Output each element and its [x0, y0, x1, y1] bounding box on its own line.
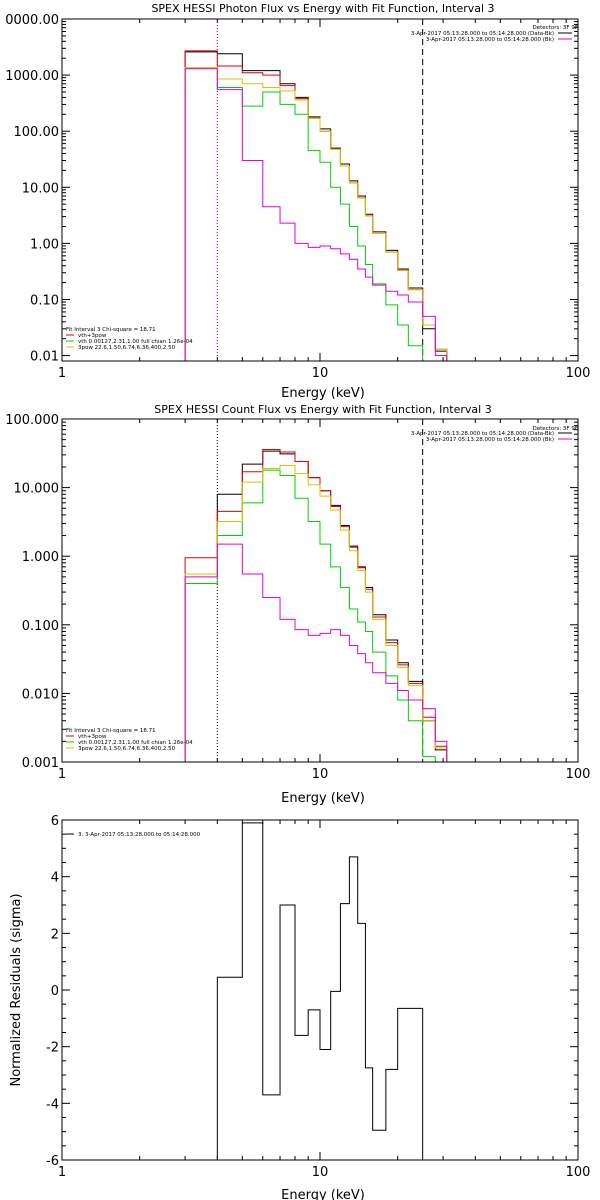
residuals-series-residuals: [216, 822, 424, 1160]
residuals-x-tick-label-1: 1: [58, 1165, 66, 1180]
residuals-y-tick-label-2: -2: [46, 1041, 59, 1056]
count-flux-x-tick-label-1: 1: [58, 767, 66, 782]
residuals-y-tick-label-0: 0: [51, 984, 59, 999]
photon-flux-series-data-bk: [184, 51, 448, 361]
count-flux-series-bk: [184, 543, 448, 762]
residuals-ticks: 1 10 100 -6 -4 -2 0 2 4 6: [46, 814, 590, 1180]
count-flux-series-vth-3pow: [184, 448, 448, 762]
photon-flux-y-tick-label-1000-00: 1000.00: [5, 69, 59, 84]
count-flux-y-tick-label-0-010: 0.010: [22, 687, 59, 702]
photon-flux-legend-entry-1: vth 0.00127,2.31,1.00 full chian 1.26e-0…: [78, 339, 193, 345]
count-flux-y-tick-label-100-000: 100.000: [5, 413, 59, 428]
photon-flux-y-tick-label-0-10: 0.10: [30, 293, 59, 308]
count-flux-x-tick-label-10: 10: [312, 767, 329, 782]
photon-flux-series-vth-3pow: [184, 50, 448, 361]
count-flux-legend-header: Fit Interval 3 Chi-square = 18.71: [66, 728, 156, 734]
photon-flux-y-tick-label-0000-00: 0000.00: [5, 13, 59, 28]
photon-flux-x-tick-label-100: 100: [566, 366, 591, 381]
residuals-legend: 3. 3-Apr-2017 05:13:28.000 to 05:14:28.0…: [66, 832, 201, 838]
count-flux-title: SPEX HESSI Count Flux vs Energy with Fit…: [154, 403, 491, 416]
photon-flux-y-tick-label-100-00: 100.00: [14, 125, 60, 140]
residuals-plot-area: [216, 822, 424, 1160]
count-flux-legend-entry-0: vth+3pow: [78, 734, 107, 740]
count-flux-header-line-1: 3-Apr-2017 05:13:28.000 to 05:14:28.000 …: [426, 437, 554, 443]
count-flux-y-tick-label-1-000: 1.000: [22, 550, 59, 565]
residuals-y-tick-label-4: 4: [51, 871, 59, 886]
photon-flux-y-tick-label-1-00: 1.00: [30, 237, 59, 252]
count-flux-series-data-bk: [184, 450, 448, 762]
photon-flux-legend-entry-0: vth+3pow: [78, 333, 107, 339]
count-flux-detectors: Detectors: 3F 9F: [532, 426, 578, 432]
count-flux-legend-entry-1: vth 0.00127,2.31,1.00 full chian 1.26e-0…: [78, 740, 193, 746]
count-flux-header: 3-Apr-2017 05:13:28.000 to 05:14:28.000 …: [411, 431, 572, 443]
photon-flux-plot-area: [184, 50, 448, 362]
residuals-frame: [61, 819, 579, 1161]
photon-flux-header-line-1: 3-Apr-2017 05:13:28.000 to 05:14:28.000 …: [426, 37, 554, 43]
photon-flux-xlabel: Energy (keV): [281, 386, 365, 401]
count-flux-frame: [61, 418, 579, 763]
photon-flux-y-tick-label-10-00: 10.00: [22, 181, 59, 196]
residuals-xlabel: Energy (keV): [281, 1188, 365, 1200]
residuals-x-tick-label-100: 100: [566, 1165, 591, 1180]
count-flux-panel: SPEX HESSI Count Flux vs Energy with Fit…: [5, 403, 590, 806]
count-flux-y-tick-label-10-000: 10.000: [14, 482, 60, 497]
photon-flux-series-3pow: [184, 67, 448, 361]
photon-flux-legend: Fit Interval 3 Chi-square = 18.71vth+3po…: [66, 327, 193, 351]
photon-flux-legend-entry-2: 3pow 22.6,1.50,6.74,6.36,400,2.50: [78, 345, 176, 351]
photon-flux-y-tick-label-0-01: 0.01: [30, 350, 59, 365]
photon-flux-x-tick-label-10: 10: [312, 366, 329, 381]
count-flux-series-vth: [184, 469, 447, 763]
residuals-y-tick-label-6: 6: [51, 814, 59, 829]
count-flux-xlabel: Energy (keV): [281, 791, 365, 806]
photon-flux-frame: [61, 18, 579, 362]
photon-flux-header-line-0: 3-Apr-2017 05:13:28.000 to 05:14:28.000 …: [411, 31, 554, 37]
count-flux-legend: Fit Interval 3 Chi-square = 18.71vth+3po…: [66, 728, 193, 752]
photon-flux-legend-header: Fit Interval 3 Chi-square = 18.71: [66, 327, 156, 333]
residuals-y-tick-label-2: 2: [51, 927, 59, 942]
residuals-panel: Energy (keV) Normalized Residuals (sigma…: [9, 814, 590, 1200]
count-flux-ticks: 1 10 100 0.001 0.010 0.100 1.000 10.000 100.000: [5, 413, 590, 782]
count-flux-markers: [216, 419, 424, 762]
photon-flux-header: 3-Apr-2017 05:13:28.000 to 05:14:28.000 …: [411, 31, 572, 43]
residuals-legend-entry-0: 3. 3-Apr-2017 05:13:28.000 to 05:14:28.0…: [78, 832, 201, 838]
photon-flux-series-vth: [184, 67, 447, 362]
residuals-x-tick-label-10: 10: [312, 1165, 329, 1180]
count-flux-y-tick-label-0-100: 0.100: [22, 619, 59, 634]
photon-flux-series-bk: [184, 68, 448, 361]
count-flux-series-3pow: [184, 465, 448, 762]
photon-flux-detectors: Detectors: 3F 9F: [532, 25, 578, 31]
residuals-ylabel: Normalized Residuals (sigma): [9, 893, 24, 1086]
photon-flux-panel: SPEX HESSI Photon Flux vs Energy with Fi…: [5, 2, 590, 401]
photon-flux-x-tick-label-1: 1: [58, 366, 66, 381]
count-flux-plot-area: [184, 448, 448, 763]
count-flux-legend-entry-2: 3pow 22.6,1.50,6.74,6.36,400,2.50: [78, 746, 176, 752]
count-flux-x-tick-label-100: 100: [566, 767, 591, 782]
count-flux-header-line-0: 3-Apr-2017 05:13:28.000 to 05:14:28.000 …: [411, 431, 554, 437]
residuals-y-tick-label-4: -4: [46, 1097, 59, 1112]
residuals-y-tick-label-6: -6: [46, 1154, 59, 1169]
count-flux-y-tick-label-0-001: 0.001: [22, 756, 59, 771]
photon-flux-ticks: 1 10 100 0.01 0.10 1.00 10.00 100.00 1000.00 0000…: [5, 13, 590, 381]
photon-flux-title: SPEX HESSI Photon Flux vs Energy with Fi…: [151, 2, 494, 15]
